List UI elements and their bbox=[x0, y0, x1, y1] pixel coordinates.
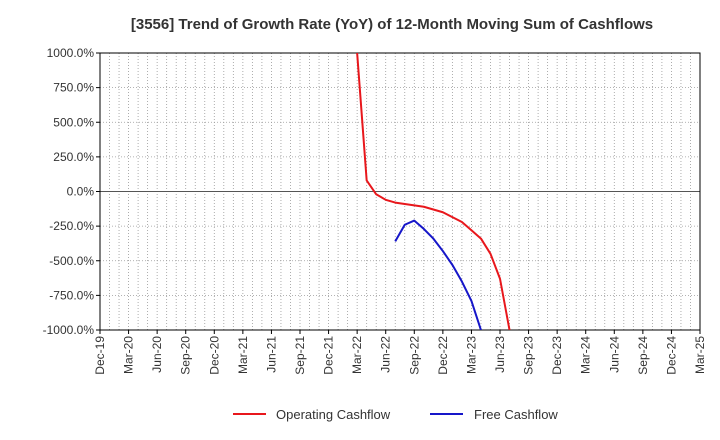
x-tick-label: Sep-21 bbox=[293, 336, 307, 375]
legend-label-operating-cashflow: Operating Cashflow bbox=[276, 407, 391, 422]
y-tick-label: 1000.0% bbox=[47, 46, 95, 60]
y-tick-label: -750.0% bbox=[49, 288, 94, 302]
x-tick-label: Jun-24 bbox=[607, 336, 621, 373]
x-tick-label: Jun-22 bbox=[379, 336, 393, 373]
x-tick-label: Jun-23 bbox=[493, 336, 507, 373]
y-tick-label: -500.0% bbox=[49, 254, 94, 268]
x-tick-label: Dec-24 bbox=[664, 336, 678, 375]
y-tick-label: 0.0% bbox=[67, 185, 95, 199]
x-tick-label: Mar-24 bbox=[579, 336, 593, 374]
x-tick-label: Mar-20 bbox=[122, 336, 136, 374]
y-tick-label: -1000.0% bbox=[43, 323, 95, 337]
y-tick-label: 750.0% bbox=[53, 81, 94, 95]
x-tick-label: Dec-23 bbox=[550, 336, 564, 375]
x-axis-ticks: Dec-19 Mar-20 Jun-20 Sep-20 Dec-20 Mar-21 Jun-… bbox=[93, 330, 707, 375]
legend-label-free-cashflow: Free Cashflow bbox=[474, 407, 558, 422]
y-tick-label: 250.0% bbox=[53, 150, 94, 164]
grid bbox=[100, 53, 700, 330]
x-tick-label: Jun-21 bbox=[264, 336, 278, 373]
x-tick-label: Mar-23 bbox=[464, 336, 478, 374]
x-tick-label: Dec-22 bbox=[436, 336, 450, 375]
y-tick-label: -250.0% bbox=[49, 219, 94, 233]
legend: Operating Cashflow Free Cashflow bbox=[233, 407, 558, 422]
series-layer bbox=[356, 53, 511, 330]
series-line-free-cashflow bbox=[394, 219, 482, 330]
x-tick-label: Dec-19 bbox=[93, 336, 107, 375]
x-tick-label: Mar-21 bbox=[236, 336, 250, 374]
x-tick-label: Mar-22 bbox=[350, 336, 364, 374]
y-tick-label: 500.0% bbox=[53, 115, 94, 129]
x-tick-label: Jun-20 bbox=[150, 336, 164, 373]
x-tick-label: Sep-23 bbox=[522, 336, 536, 375]
x-tick-label: Dec-20 bbox=[207, 336, 221, 375]
y-axis-ticks: 1000.0% 750.0% 500.0% 250.0% 0.0% -250.0% -500… bbox=[43, 46, 100, 337]
x-tick-label: Dec-21 bbox=[322, 336, 336, 375]
series-line-operating-cashflow bbox=[356, 53, 511, 330]
x-tick-label: Mar-25 bbox=[693, 336, 707, 374]
x-tick-label: Sep-22 bbox=[407, 336, 421, 375]
x-tick-label: Sep-24 bbox=[636, 336, 650, 375]
chart-title: [3556] Trend of Growth Rate (YoY) of 12-… bbox=[131, 16, 653, 33]
x-tick-label: Sep-20 bbox=[179, 336, 193, 375]
